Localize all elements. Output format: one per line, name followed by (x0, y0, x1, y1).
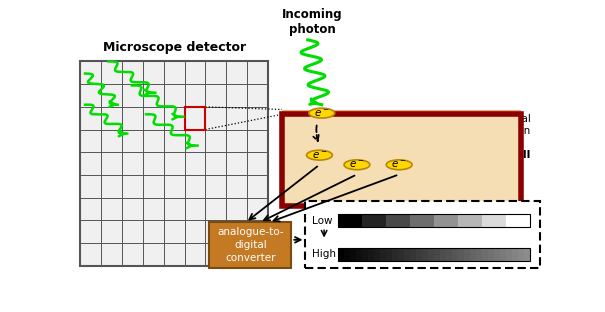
Ellipse shape (309, 108, 335, 118)
Bar (80, 61, 268, 266)
Bar (344, 248, 350, 261)
Bar (398, 248, 404, 261)
Text: High: High (312, 249, 336, 259)
Bar (185, 107, 205, 129)
Bar (362, 214, 386, 227)
Bar (282, 110, 521, 141)
Bar (428, 248, 434, 261)
Bar (506, 214, 531, 227)
Bar (350, 248, 356, 261)
Ellipse shape (307, 150, 332, 160)
Bar (386, 248, 392, 261)
Text: $e^-$: $e^-$ (312, 150, 327, 161)
Bar (500, 248, 506, 261)
Bar (338, 248, 531, 261)
Text: analogue-to-
digital
converter: analogue-to- digital converter (217, 227, 284, 263)
Bar (422, 248, 428, 261)
Bar (512, 248, 518, 261)
Text: Storage well: Storage well (452, 150, 531, 160)
Bar (434, 248, 440, 261)
Bar (465, 248, 470, 261)
Bar (392, 248, 398, 261)
Bar (338, 214, 362, 227)
Bar (362, 248, 368, 261)
Bar (368, 248, 374, 261)
Bar (434, 214, 459, 227)
Bar (482, 248, 488, 261)
Bar (338, 248, 344, 261)
Bar (453, 248, 459, 261)
Bar (470, 248, 476, 261)
Text: Incoming
photon: Incoming photon (282, 8, 342, 36)
Text: $e^-$: $e^-$ (391, 159, 407, 170)
Text: Digital grey scale value: Digital grey scale value (349, 188, 496, 198)
Bar (506, 248, 512, 261)
Bar (410, 214, 434, 227)
Bar (386, 214, 410, 227)
Bar (381, 248, 386, 261)
Bar (525, 248, 531, 261)
Bar (476, 248, 482, 261)
Bar (338, 214, 531, 227)
Ellipse shape (344, 160, 370, 170)
Bar (459, 214, 482, 227)
Text: Microscope detector: Microscope detector (102, 41, 246, 54)
Bar (440, 248, 446, 261)
Text: Low: Low (312, 216, 333, 226)
Bar (356, 248, 362, 261)
Text: $e^-$: $e^-$ (349, 159, 365, 170)
Ellipse shape (386, 160, 412, 170)
Bar (209, 222, 292, 268)
Bar (488, 248, 494, 261)
Bar (446, 248, 453, 261)
Text: Photoelectrical
silicon: Photoelectrical silicon (453, 114, 531, 136)
Bar (518, 248, 525, 261)
Bar (459, 248, 465, 261)
Text: $e^-$: $e^-$ (314, 108, 330, 119)
Bar (494, 248, 500, 261)
Bar (404, 248, 410, 261)
Text: Bit-depth: Bit-depth (312, 205, 368, 215)
Bar (410, 248, 416, 261)
Bar (482, 214, 506, 227)
Bar (282, 114, 521, 206)
Bar (416, 248, 422, 261)
Bar (306, 201, 540, 268)
Bar (374, 248, 381, 261)
